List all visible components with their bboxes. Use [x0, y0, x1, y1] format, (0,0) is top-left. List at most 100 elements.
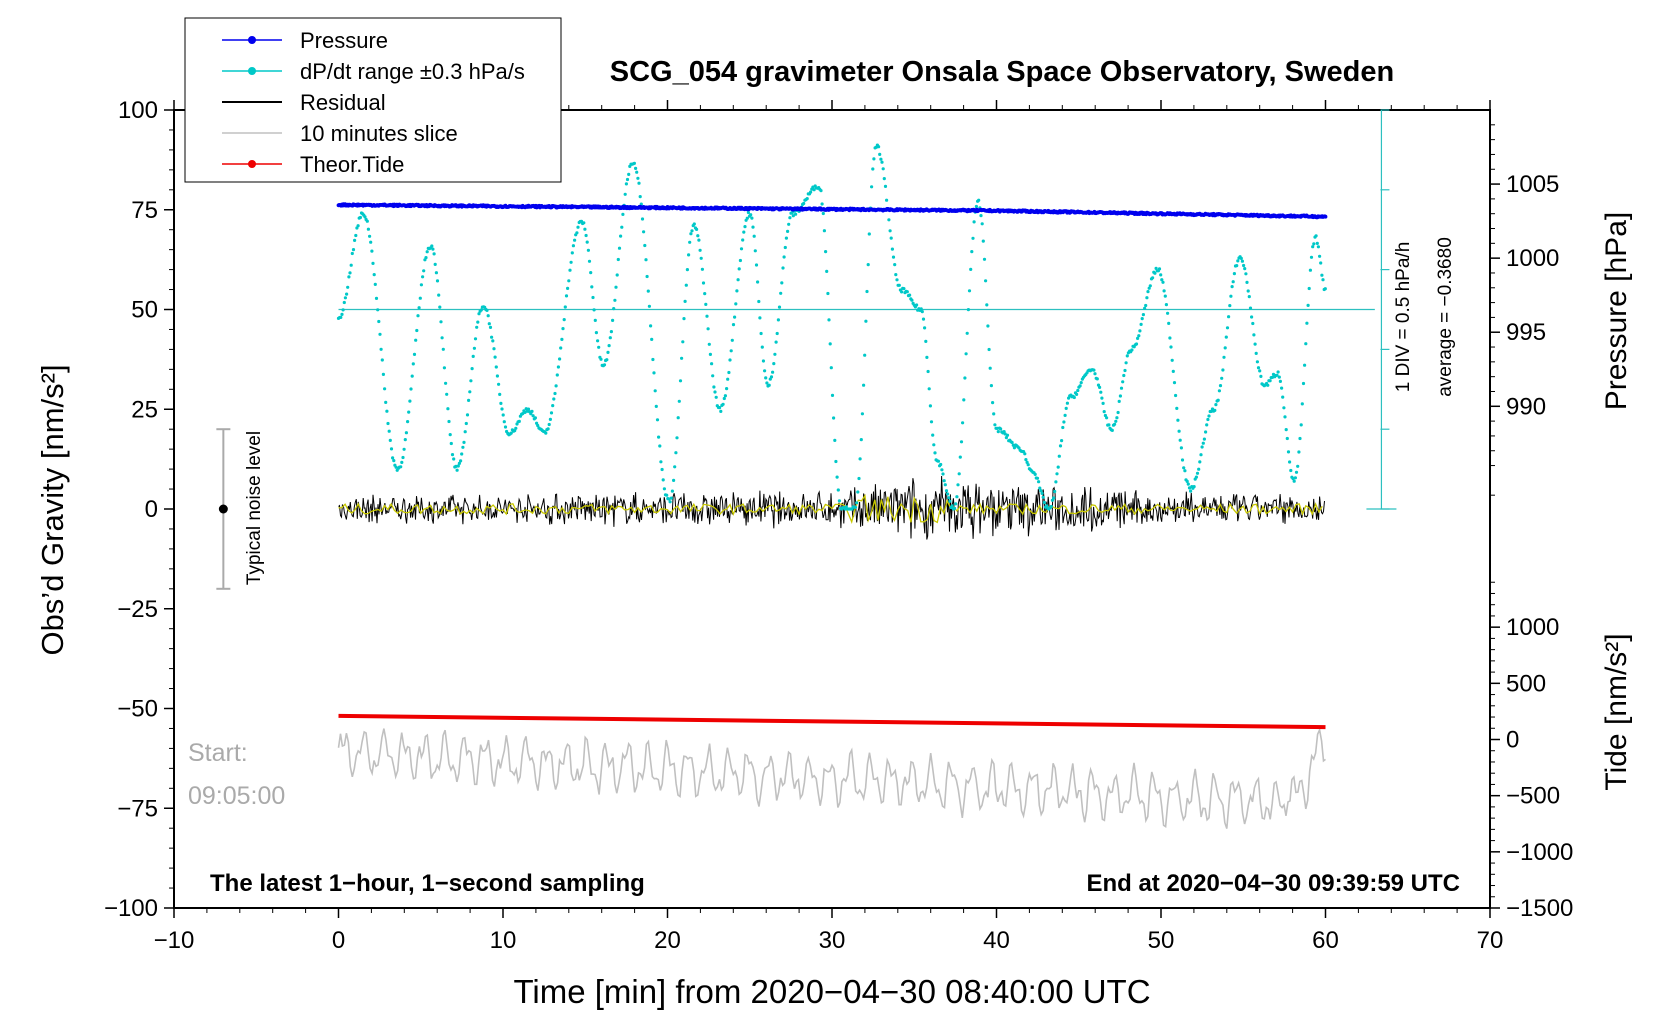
dpdt-point — [771, 370, 775, 374]
dpdt-point — [447, 419, 451, 424]
dpdt-point — [350, 251, 354, 256]
dpdt-point — [495, 374, 499, 378]
dpdt-point — [613, 298, 617, 302]
dpdt-point — [1200, 445, 1204, 449]
dpdt-point — [669, 496, 673, 500]
dpdt-point — [494, 365, 498, 369]
dpdt-point — [661, 478, 665, 482]
dpdt-point — [729, 349, 733, 353]
dpdt-point — [434, 271, 438, 275]
dpdt-point — [564, 294, 569, 298]
dpdt-point — [962, 398, 966, 402]
pressure-average-label: average = −0.3680 — [1435, 237, 1456, 397]
dpdt-point — [1143, 306, 1147, 310]
x-tick-label: 20 — [654, 927, 681, 954]
dpdt-point — [558, 357, 562, 361]
dpdt-point — [596, 339, 600, 343]
dpdt-point — [703, 292, 707, 296]
dpdt-point — [1063, 413, 1067, 417]
dpdt-point — [895, 278, 899, 282]
dpdt-point — [1053, 489, 1057, 494]
dpdt-point — [1163, 294, 1167, 298]
dpdt-point — [638, 195, 642, 199]
dpdt-point — [1180, 458, 1185, 462]
dpdt-point — [609, 330, 614, 334]
dpdt-point — [442, 366, 446, 370]
dpdt-point — [592, 308, 596, 312]
dpdt-point — [1076, 388, 1080, 393]
dpdt-point — [1078, 384, 1082, 388]
dpdt-point — [463, 430, 467, 434]
dpdt-point — [739, 247, 744, 251]
dpdt-point — [449, 441, 453, 446]
dpdt-point — [657, 435, 661, 439]
dpdt-point — [992, 412, 996, 416]
series-residual-smoothed — [338, 493, 1323, 524]
dpdt-point — [1230, 285, 1234, 289]
dpdt-point — [379, 347, 383, 351]
dpdt-point — [1124, 361, 1128, 365]
dpdt-point — [386, 421, 390, 426]
data-series — [336, 143, 1328, 829]
dpdt-point — [553, 391, 557, 396]
dpdt-point — [345, 292, 349, 296]
dpdt-point — [826, 291, 830, 296]
dpdt-point — [897, 283, 901, 287]
dpdt-point — [1243, 267, 1247, 271]
dpdt-point — [1172, 381, 1177, 385]
end-time-note: End at 2020−04−30 09:39:59 UTC — [1086, 870, 1460, 897]
dpdt-point — [754, 263, 759, 267]
dpdt-point — [594, 331, 599, 335]
dpdt-point — [1275, 373, 1279, 377]
dpdt-point — [1110, 428, 1114, 432]
dpdt-point — [616, 257, 620, 262]
dpdt-point — [910, 298, 914, 302]
dpdt-point — [1232, 272, 1236, 276]
dpdt-point — [441, 347, 445, 351]
dpdt-point — [459, 459, 463, 463]
dpdt-point — [1297, 450, 1301, 454]
dpdt-point — [1061, 425, 1065, 430]
dpdt-point — [820, 202, 824, 206]
pressure-point — [1323, 214, 1328, 219]
dpdt-point — [356, 224, 360, 228]
dpdt-point — [1064, 406, 1068, 410]
dpdt-point — [1178, 438, 1182, 442]
chart-title: SCG_054 gravimeter Onsala Space Observat… — [610, 56, 1394, 88]
dpdt-point — [763, 369, 767, 373]
dpdt-point — [635, 170, 639, 174]
dpdt-point — [936, 459, 941, 463]
dpdt-point — [1242, 263, 1246, 268]
dpdt-point — [649, 324, 653, 328]
dpdt-point — [1024, 458, 1028, 462]
dpdt-point — [655, 418, 660, 422]
dpdt-point — [1072, 395, 1076, 400]
dpdt-point — [471, 354, 475, 358]
dpdt-point — [1065, 401, 1069, 405]
y-tick-label: 75 — [131, 197, 158, 224]
start-time: 09:05:00 — [188, 782, 285, 810]
dpdt-point — [670, 489, 675, 493]
dpdt-point — [1098, 385, 1102, 389]
dpdt-point — [651, 357, 655, 362]
dpdt-point — [756, 280, 760, 284]
dpdt-point — [1304, 342, 1308, 346]
dpdt-point — [509, 431, 513, 435]
x-tick-label: 70 — [1477, 927, 1504, 954]
dpdt-point — [368, 234, 372, 238]
dpdt-point — [559, 346, 563, 350]
dpdt-point — [476, 320, 480, 324]
dpdt-point — [457, 461, 461, 465]
dpdt-point — [611, 318, 615, 322]
dpdt-point — [561, 327, 565, 331]
dpdt-point — [556, 365, 561, 369]
dpdt-point — [391, 456, 395, 460]
dpdt-point — [719, 409, 723, 413]
dpdt-point — [1294, 470, 1299, 474]
dpdt-point — [1160, 278, 1164, 282]
dpdt-point — [921, 317, 926, 321]
dpdt-point — [514, 426, 518, 430]
dpdt-point — [554, 384, 558, 388]
dpdt-point — [830, 393, 835, 397]
